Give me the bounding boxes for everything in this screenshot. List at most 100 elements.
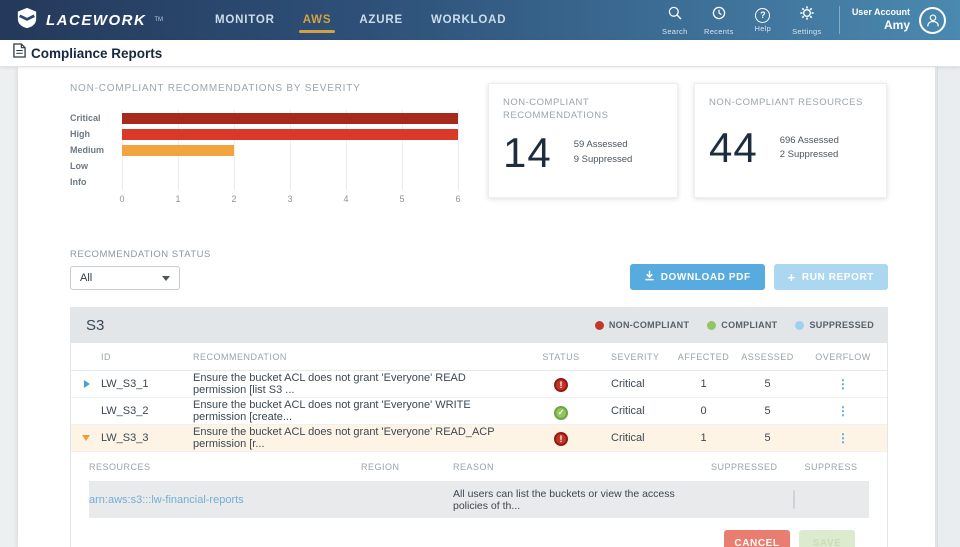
card-value: 14	[503, 128, 552, 176]
card-suppressed: 2 Suppressed	[779, 148, 839, 160]
bar-label-low: Low	[70, 161, 88, 171]
user-account-menu[interactable]: User Account Amy	[851, 6, 946, 34]
scrollbar[interactable]	[937, 67, 960, 547]
plus-icon: +	[787, 269, 796, 285]
main-panel: NON-COMPLIANT RECOMMENDATIONS BY SEVERIT…	[18, 67, 935, 547]
detail-actions: CANCEL SAVE	[89, 518, 869, 547]
row-severity: Critical	[611, 378, 645, 390]
bar-label-medium: Medium	[70, 145, 105, 155]
content-area: NON-COMPLIANT RECOMMENDATIONS BY SEVERIT…	[0, 67, 960, 547]
chart-bar-row: Info	[70, 174, 460, 190]
status-dropdown[interactable]: All	[70, 266, 180, 290]
legend-suppressed: SUPPRESSED	[795, 320, 874, 330]
col-resources: RESOURCES	[89, 461, 151, 472]
page-title: Compliance Reports	[31, 45, 163, 61]
help-button[interactable]: ? Help	[741, 7, 785, 33]
row-id: LW_S3_2	[101, 405, 149, 417]
bar-medium	[122, 144, 234, 156]
col-region: REGION	[361, 461, 400, 472]
person-icon	[926, 14, 939, 27]
row-recommendation: Ensure the bucket ACL does not grant 'Ev…	[193, 426, 495, 450]
expand-row-icon[interactable]	[84, 380, 90, 388]
col-assessed: ASSESSED	[741, 351, 794, 362]
table-row-lw-s3-2[interactable]: LW_S3_2 Ensure the bucket ACL does not g…	[71, 398, 887, 425]
card-noncompliant-resources: NON-COMPLIANT RESOURCES 44 696 Assessed …	[694, 83, 887, 198]
legend-compliant: COMPLIANT	[707, 320, 777, 330]
run-report-button[interactable]: + RUN REPORT	[773, 264, 888, 290]
card-title: NON-COMPLIANT RESOURCES	[709, 97, 863, 108]
filter-label: RECOMMENDATION STATUS	[70, 249, 211, 260]
resource-link[interactable]: arn:aws:s3:::lw-financial-reports	[89, 494, 244, 506]
non-compliant-status-icon	[554, 378, 568, 392]
lacework-logo[interactable]: LACEWORK TM	[16, 7, 163, 34]
save-button[interactable]: SAVE	[799, 530, 855, 547]
trademark: TM	[154, 17, 163, 23]
download-pdf-button[interactable]: DOWNLOAD PDF	[629, 264, 765, 290]
card-noncompliant-recommendations: NON-COMPLIANT RECOMMENDATIONS 14 59 Asse…	[488, 83, 678, 198]
suppress-checkbox[interactable]	[793, 490, 795, 509]
s3-compliance-table: S3 NON-COMPLIANT COMPLIANT SUPPRESSED ID…	[70, 307, 888, 547]
table-row-lw-s3-3[interactable]: LW_S3_3 Ensure the bucket ACL does not g…	[71, 425, 887, 452]
nav-item-aws[interactable]: AWS	[298, 0, 335, 40]
nav-item-azure[interactable]: AZURE	[359, 14, 403, 26]
row-recommendation: Ensure the bucket ACL does not grant 'Ev…	[193, 372, 466, 396]
table-header-row: ID RECOMMENDATION STATUS SEVERITY AFFECT…	[71, 343, 887, 371]
search-label: Search	[662, 26, 688, 36]
col-recommendation: RECOMMENDATION	[193, 351, 287, 362]
table-section-header: S3 NON-COMPLIANT COMPLIANT SUPPRESSED	[71, 307, 887, 343]
col-suppressed: SUPPRESSED	[711, 461, 778, 472]
cancel-button[interactable]: CANCEL	[724, 530, 790, 547]
row-overflow-menu[interactable]: ⋮	[837, 377, 849, 391]
row-assessed: 5	[764, 405, 771, 417]
brand-name: LACEWORK	[46, 11, 147, 29]
dropdown-value: All	[80, 272, 93, 284]
nav-item-workload[interactable]: WORKLOAD	[430, 14, 507, 26]
severity-bar-chart: NON-COMPLIANT RECOMMENDATIONS BY SEVERIT…	[70, 83, 461, 215]
resource-reason: All users can list the buckets or view t…	[453, 488, 675, 512]
col-severity: SEVERITY	[611, 351, 660, 362]
settings-button[interactable]: Settings	[785, 5, 829, 36]
col-reason: REASON	[453, 461, 495, 472]
col-id: ID	[101, 351, 111, 362]
expanded-row-detail: RESOURCES REGION REASON SUPPRESSED SUPPR…	[71, 452, 887, 547]
bar-label-high: High	[70, 129, 90, 139]
chart-title: NON-COMPLIANT RECOMMENDATIONS BY SEVERIT…	[70, 83, 361, 94]
top-nav: LACEWORK TM MONITOR AWS AZURE WORKLOAD Se…	[0, 0, 960, 40]
chart-bar-row: High	[70, 126, 460, 142]
card-assessed: 59 Assessed	[573, 139, 628, 151]
card-suppressed: 9 Suppressed	[573, 153, 633, 165]
settings-label: Settings	[792, 26, 822, 36]
collapse-row-icon[interactable]	[82, 435, 90, 441]
page-header: Compliance Reports	[0, 40, 960, 67]
col-suppress: SUPPRESS	[804, 461, 858, 472]
row-overflow-menu[interactable]: ⋮	[837, 431, 849, 445]
non-compliant-dot-icon	[594, 320, 604, 330]
status-legend: NON-COMPLIANT COMPLIANT SUPPRESSED	[594, 320, 874, 330]
legend-non-compliant: NON-COMPLIANT	[594, 320, 689, 330]
search-icon	[667, 5, 683, 26]
row-affected: 1	[700, 432, 707, 444]
shield-icon	[16, 7, 38, 34]
table-row-lw-s3-1[interactable]: LW_S3_1 Ensure the bucket ACL does not g…	[71, 371, 887, 398]
chart-x-axis: 0 1 2 3 4 5 6	[119, 194, 461, 204]
user-account-label: User Account	[851, 6, 910, 17]
card-assessed: 696 Assessed	[779, 134, 839, 146]
card-title: NON-COMPLIANT RECOMMENDATIONS	[503, 97, 609, 121]
chart-bar-row: Medium	[70, 142, 460, 158]
row-overflow-menu[interactable]: ⋮	[837, 404, 849, 418]
row-id: LW_S3_1	[101, 378, 149, 390]
col-overflow: OVERFLOW	[815, 351, 871, 362]
nav-item-monitor[interactable]: MONITOR	[215, 14, 275, 26]
recents-button[interactable]: Recents	[697, 5, 741, 36]
user-name: Amy	[883, 18, 910, 33]
help-icon: ?	[755, 7, 771, 23]
suppressed-dot-icon	[795, 320, 805, 330]
avatar[interactable]	[919, 6, 946, 34]
resource-row: arn:aws:s3:::lw-financial-reports All us…	[89, 482, 869, 518]
nav-right: Search Recents ? Help Settings User Acco…	[653, 5, 946, 36]
chart-bar-row: Low	[70, 158, 460, 174]
compliant-status-icon	[554, 405, 568, 420]
search-button[interactable]: Search	[653, 5, 697, 36]
gear-icon	[799, 5, 815, 26]
row-severity: Critical	[611, 405, 645, 417]
